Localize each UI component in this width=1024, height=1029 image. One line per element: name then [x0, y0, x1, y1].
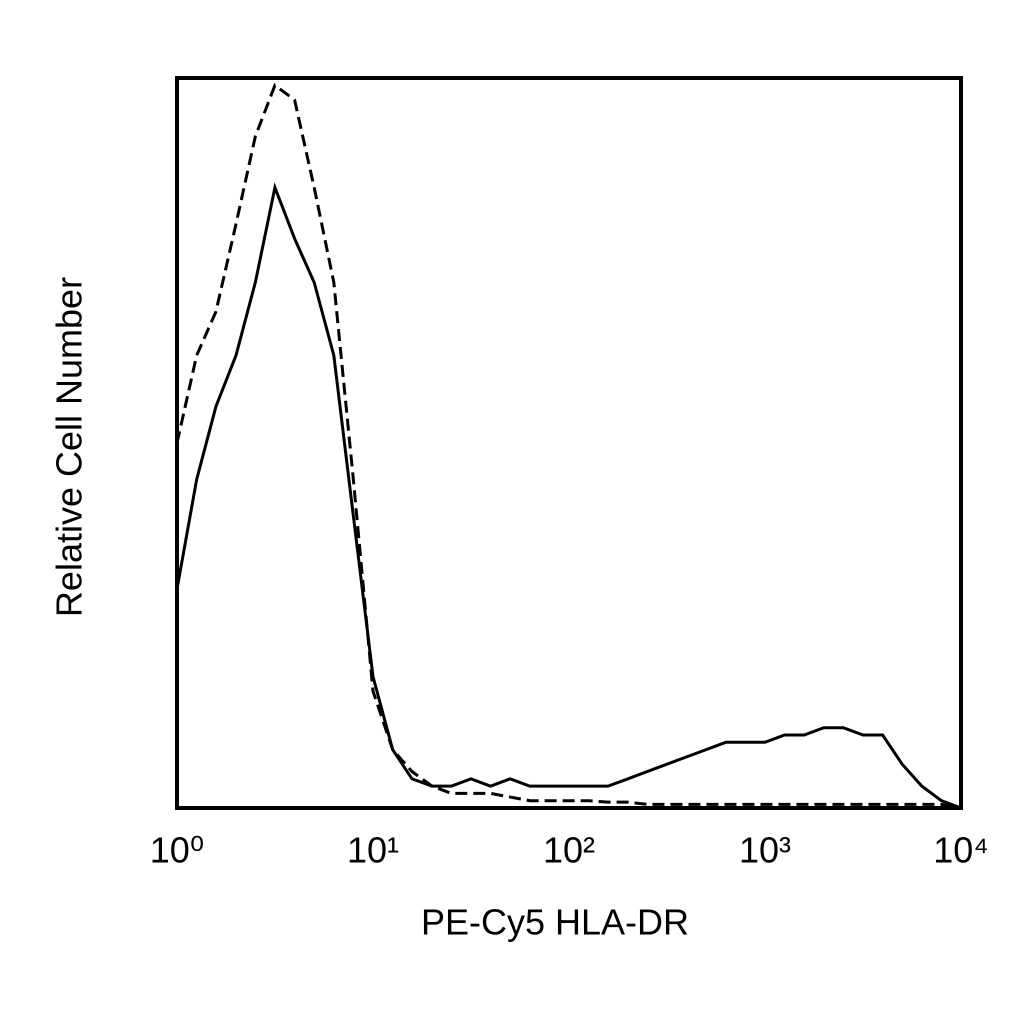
x-axis-label: PE-Cy5 HLA-DR: [421, 902, 689, 943]
data-line: [175, 82, 962, 810]
x-tick-label: 10⁴: [933, 830, 989, 871]
plot-frame: [175, 76, 963, 810]
x-tick-label: 10²: [543, 830, 595, 871]
data-line: [175, 182, 962, 810]
x-tick-label: 10⁰: [150, 830, 204, 871]
y-axis-label: Relative Cell Number: [49, 277, 90, 617]
x-tick-label: 10¹: [347, 830, 399, 871]
x-tick-label: 10³: [739, 830, 791, 871]
